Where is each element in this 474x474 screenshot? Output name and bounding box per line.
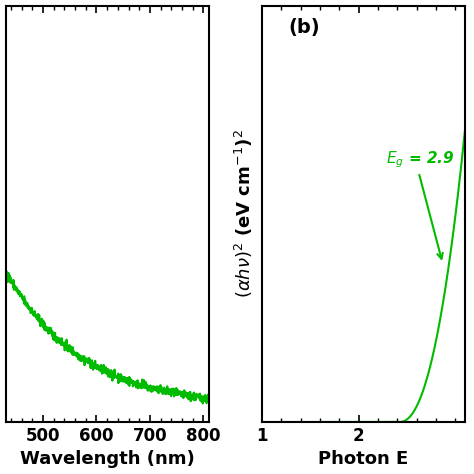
Text: $E_g$ = 2.9: $E_g$ = 2.9 xyxy=(386,149,454,170)
X-axis label: Wavelength (nm): Wavelength (nm) xyxy=(20,450,194,468)
Text: (b): (b) xyxy=(288,18,320,37)
Y-axis label: $(\alpha h\nu)^2$ (eV cm$^{-1}$)$^2$: $(\alpha h\nu)^2$ (eV cm$^{-1}$)$^2$ xyxy=(233,129,255,298)
X-axis label: Photon E: Photon E xyxy=(319,450,409,468)
